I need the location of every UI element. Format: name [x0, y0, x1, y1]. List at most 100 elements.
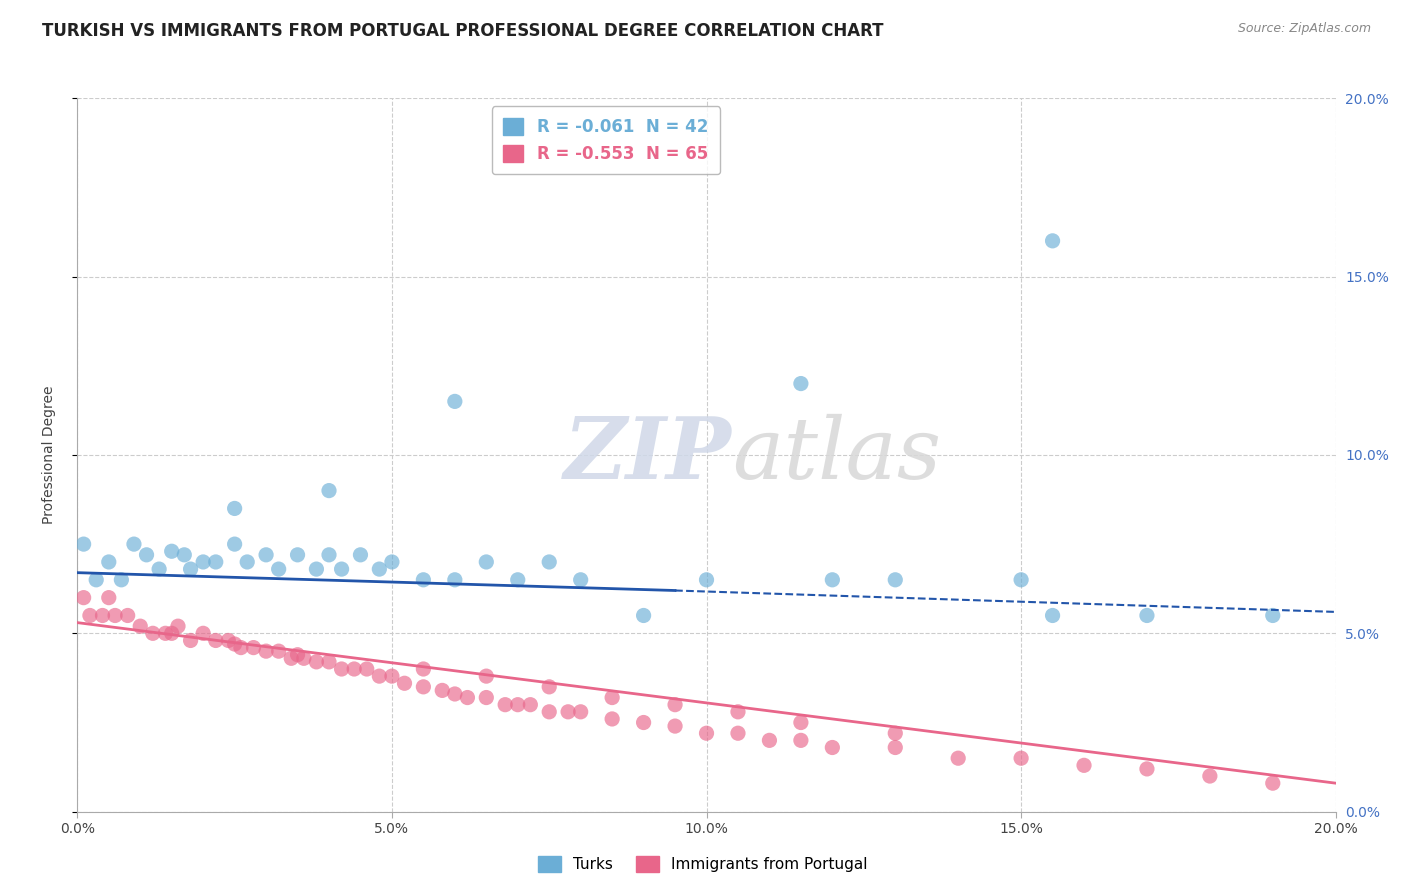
- Point: [1261, 608, 1284, 623]
- Point: [664, 698, 686, 712]
- Point: [368, 562, 391, 576]
- Point: [475, 690, 498, 705]
- Point: [72, 591, 94, 605]
- Point: [600, 690, 623, 705]
- Point: [318, 483, 340, 498]
- Point: [217, 633, 239, 648]
- Point: [494, 698, 516, 712]
- Point: [330, 662, 353, 676]
- Point: [1042, 608, 1064, 623]
- Point: [236, 555, 259, 569]
- Point: [343, 662, 366, 676]
- Point: [267, 562, 290, 576]
- Point: [84, 573, 107, 587]
- Point: [444, 687, 467, 701]
- Point: [254, 644, 277, 658]
- Point: [305, 655, 328, 669]
- Point: [167, 619, 190, 633]
- Point: [267, 644, 290, 658]
- Point: [191, 626, 215, 640]
- Point: [506, 698, 529, 712]
- Point: [538, 705, 561, 719]
- Point: [696, 726, 718, 740]
- Point: [790, 376, 813, 391]
- Point: [104, 608, 127, 623]
- Point: [155, 626, 177, 640]
- Point: [394, 676, 416, 690]
- Point: [224, 501, 246, 516]
- Point: [148, 562, 170, 576]
- Point: [191, 555, 215, 569]
- Point: [1136, 762, 1159, 776]
- Point: [72, 537, 94, 551]
- Y-axis label: Professional Degree: Professional Degree: [42, 385, 56, 524]
- Point: [1010, 573, 1032, 587]
- Point: [305, 562, 328, 576]
- Point: [506, 573, 529, 587]
- Point: [412, 662, 434, 676]
- Point: [135, 548, 157, 562]
- Point: [224, 637, 246, 651]
- Point: [1042, 234, 1064, 248]
- Point: [318, 655, 340, 669]
- Point: [600, 712, 623, 726]
- Point: [633, 715, 655, 730]
- Point: [110, 573, 132, 587]
- Point: [696, 573, 718, 587]
- Point: [664, 719, 686, 733]
- Point: [475, 555, 498, 569]
- Point: [538, 680, 561, 694]
- Point: [1136, 608, 1159, 623]
- Point: [224, 537, 246, 551]
- Point: [160, 544, 183, 558]
- Point: [287, 648, 309, 662]
- Point: [790, 715, 813, 730]
- Point: [381, 669, 404, 683]
- Point: [432, 683, 454, 698]
- Text: ZIP: ZIP: [564, 413, 731, 497]
- Point: [569, 705, 592, 719]
- Point: [381, 555, 404, 569]
- Point: [97, 591, 120, 605]
- Point: [129, 619, 152, 633]
- Point: [280, 651, 302, 665]
- Point: [180, 633, 202, 648]
- Legend: R = -0.061  N = 42, R = -0.553  N = 65: R = -0.061 N = 42, R = -0.553 N = 65: [492, 106, 720, 175]
- Point: [821, 573, 844, 587]
- Point: [569, 573, 592, 587]
- Point: [557, 705, 579, 719]
- Point: [475, 669, 498, 683]
- Point: [229, 640, 252, 655]
- Point: [1199, 769, 1222, 783]
- Point: [519, 698, 541, 712]
- Point: [242, 640, 264, 655]
- Point: [204, 633, 226, 648]
- Point: [330, 562, 353, 576]
- Point: [412, 573, 434, 587]
- Text: atlas: atlas: [731, 414, 941, 496]
- Point: [456, 690, 478, 705]
- Point: [444, 394, 467, 409]
- Point: [821, 740, 844, 755]
- Point: [79, 608, 101, 623]
- Point: [292, 651, 315, 665]
- Point: [1073, 758, 1095, 772]
- Point: [884, 726, 907, 740]
- Point: [318, 548, 340, 562]
- Point: [254, 548, 277, 562]
- Point: [412, 680, 434, 694]
- Point: [97, 555, 120, 569]
- Point: [727, 705, 749, 719]
- Point: [948, 751, 970, 765]
- Point: [884, 740, 907, 755]
- Point: [633, 608, 655, 623]
- Text: Source: ZipAtlas.com: Source: ZipAtlas.com: [1237, 22, 1371, 36]
- Point: [1261, 776, 1284, 790]
- Point: [368, 669, 391, 683]
- Legend: Turks, Immigrants from Portugal: Turks, Immigrants from Portugal: [530, 848, 876, 880]
- Point: [180, 562, 202, 576]
- Point: [173, 548, 195, 562]
- Point: [444, 573, 467, 587]
- Text: TURKISH VS IMMIGRANTS FROM PORTUGAL PROFESSIONAL DEGREE CORRELATION CHART: TURKISH VS IMMIGRANTS FROM PORTUGAL PROF…: [42, 22, 884, 40]
- Point: [160, 626, 183, 640]
